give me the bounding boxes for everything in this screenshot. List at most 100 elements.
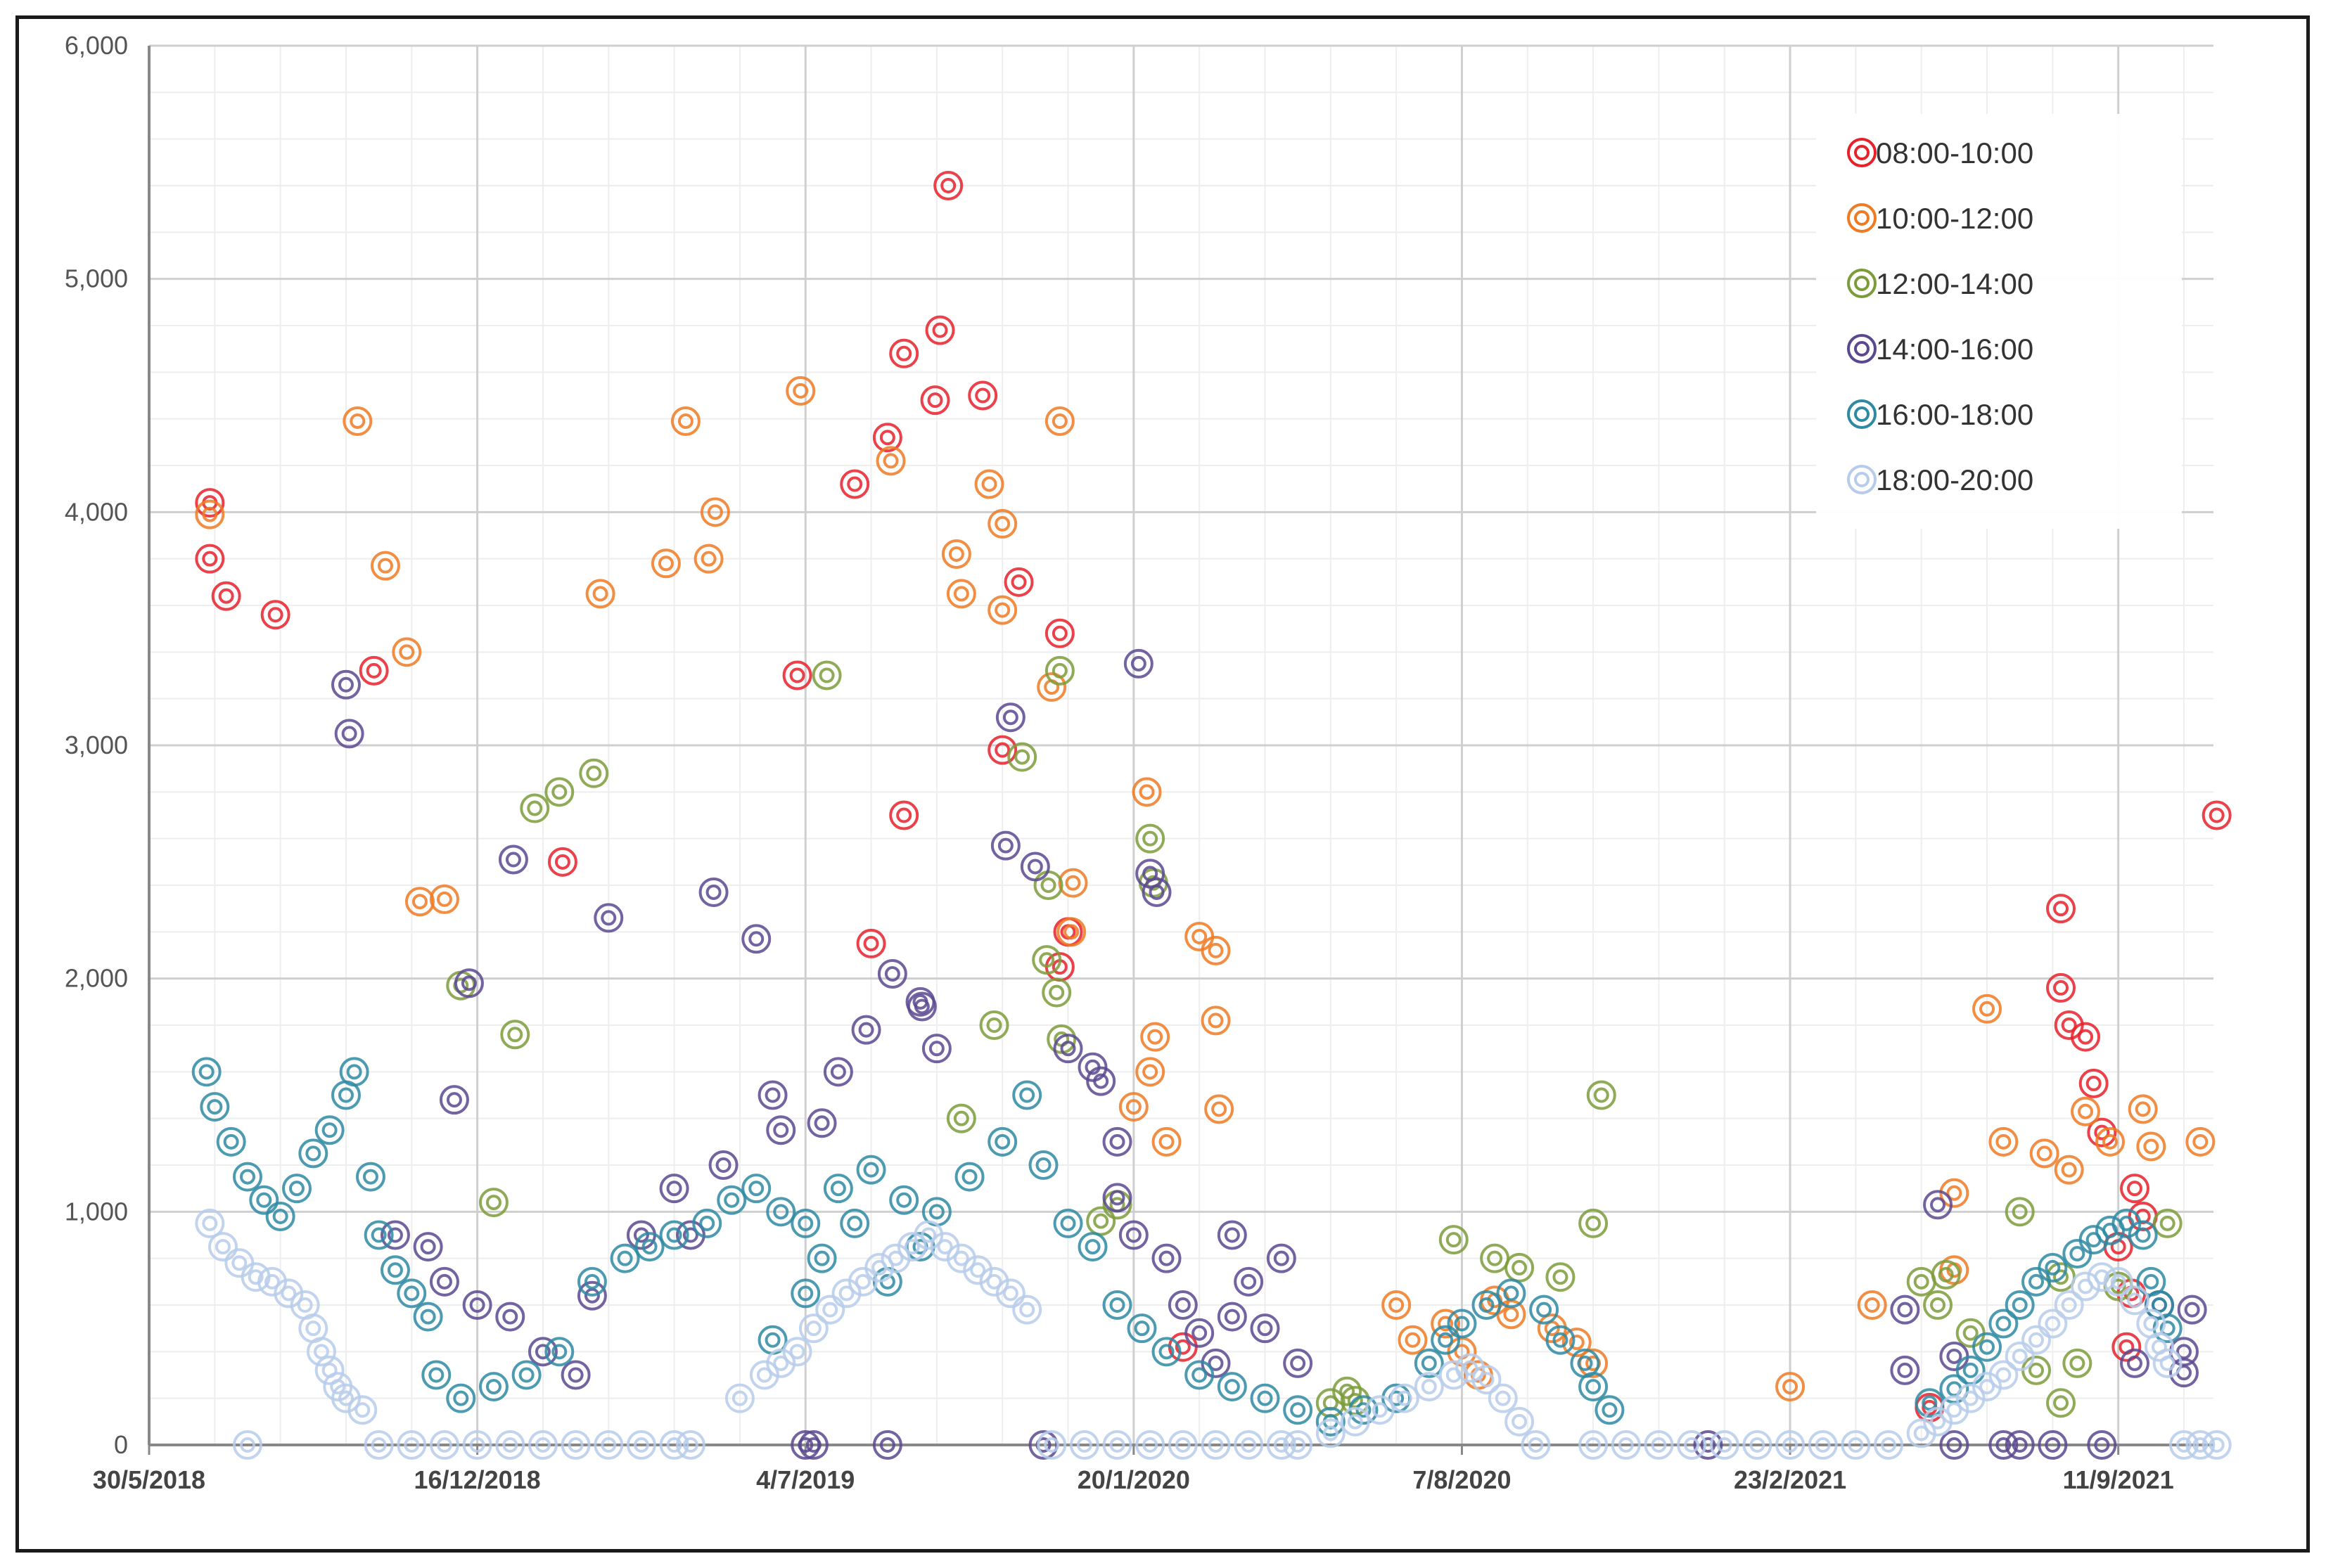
data-point <box>1042 977 1072 1008</box>
data-point <box>265 1201 295 1231</box>
data-point <box>224 1248 255 1278</box>
data-point <box>692 1208 722 1238</box>
data-point <box>1086 1206 1116 1236</box>
data-point <box>968 380 998 411</box>
data-point <box>1250 1383 1280 1413</box>
data-point <box>979 1010 1009 1040</box>
data-point <box>1032 945 1062 975</box>
data-point <box>1611 1430 1641 1460</box>
data-point <box>807 1108 837 1138</box>
data-point <box>1217 1372 1247 1402</box>
data-point <box>2038 1309 2068 1339</box>
data-point <box>2103 1266 2133 1297</box>
data-point <box>1044 618 1075 648</box>
data-point <box>528 1337 558 1367</box>
data-point <box>1283 1395 1313 1425</box>
data-point <box>1053 1034 1083 1064</box>
data-point <box>347 1395 378 1425</box>
data-point <box>392 637 422 667</box>
data-point <box>876 446 906 476</box>
data-point <box>1414 1372 1444 1402</box>
data-point <box>1972 1332 2002 1362</box>
data-point <box>2005 1341 2035 1371</box>
data-point <box>1677 1430 1707 1460</box>
data-point <box>1201 935 1231 965</box>
data-point <box>2038 1430 2068 1460</box>
data-point <box>579 758 609 788</box>
data-point <box>1988 1430 2019 1460</box>
data-point <box>2136 1131 2166 1162</box>
data-point <box>429 1430 459 1460</box>
y-tick-label: 6,000 <box>65 31 128 60</box>
data-point <box>1709 1430 1739 1460</box>
data-point <box>872 1430 902 1460</box>
data-point <box>1201 1430 1231 1460</box>
data-point <box>2128 1220 2158 1250</box>
data-point <box>281 1174 312 1204</box>
scatter-chart: 0 1,000 2,000 3,000 4,000 5,000 6,000 30/5/201… <box>65 31 2232 1494</box>
x-tick-label: 7/8/2020 <box>1412 1465 1511 1494</box>
data-point <box>1431 1309 1461 1339</box>
x-tick-label: 20/1/2020 <box>1078 1465 1190 1494</box>
data-point <box>478 1188 509 1218</box>
data-point <box>1028 1150 1059 1180</box>
data-point <box>528 1430 558 1460</box>
data-point <box>946 1103 976 1133</box>
legend: 08:00-10:00 10:00-12:00 12:00-14:00 14:00-1… <box>1816 114 2182 529</box>
data-point <box>1127 1313 1157 1344</box>
data-point <box>1102 1183 1132 1213</box>
data-point <box>1644 1430 1674 1460</box>
data-point <box>925 315 955 345</box>
data-point <box>359 655 389 686</box>
data-point <box>544 777 575 807</box>
legend-marker <box>1847 203 1877 233</box>
data-point <box>2054 1290 2084 1320</box>
data-point <box>1123 648 1154 679</box>
data-point <box>462 1430 492 1460</box>
data-point <box>1471 1365 1502 1395</box>
data-point <box>798 1430 829 1460</box>
legend-box <box>1816 114 2182 529</box>
data-point <box>1398 1325 1428 1355</box>
data-point <box>594 903 624 933</box>
data-point <box>404 887 435 917</box>
data-point <box>1184 1318 1215 1348</box>
data-point <box>1431 1325 1461 1355</box>
data-point <box>1578 1208 1609 1238</box>
x-tick-label: 16/12/2018 <box>414 1465 541 1494</box>
data-point <box>1438 1225 1469 1255</box>
data-point <box>1545 1262 1576 1292</box>
data-point <box>1135 859 1165 889</box>
data-point <box>1504 1252 1535 1283</box>
data-point <box>1988 1309 2019 1339</box>
data-point <box>306 1337 336 1367</box>
data-point <box>1056 917 1087 947</box>
data-point <box>954 1162 985 1192</box>
data-point <box>577 1266 607 1297</box>
data-point <box>988 1126 1018 1157</box>
data-point <box>1890 1294 1920 1325</box>
data-point <box>782 1337 812 1367</box>
legend-label: 10:00-12:00 <box>1876 202 2033 235</box>
data-point <box>782 660 812 690</box>
legend-label: 08:00-10:00 <box>1876 136 2033 169</box>
data-point <box>988 595 1018 625</box>
data-point <box>1142 877 1172 907</box>
data-point <box>1102 1430 1132 1460</box>
data-point <box>339 1057 369 1087</box>
data-point <box>823 1057 853 1087</box>
x-tick-label: 11/9/2021 <box>2063 1465 2174 1494</box>
legend-marker <box>1847 269 1877 298</box>
data-point <box>561 1430 591 1460</box>
legend-label: 16:00-18:00 <box>1876 398 2033 431</box>
data-point <box>1841 1430 1871 1460</box>
data-point <box>1012 1294 1042 1325</box>
data-point <box>2054 1155 2084 1185</box>
data-point <box>1955 1318 1986 1348</box>
data-point <box>594 1430 624 1460</box>
data-point <box>1775 1372 1806 1402</box>
data-point <box>2062 1239 2092 1269</box>
data-point <box>995 1278 1025 1309</box>
data-point <box>1168 1430 1198 1460</box>
data-point <box>429 884 459 914</box>
